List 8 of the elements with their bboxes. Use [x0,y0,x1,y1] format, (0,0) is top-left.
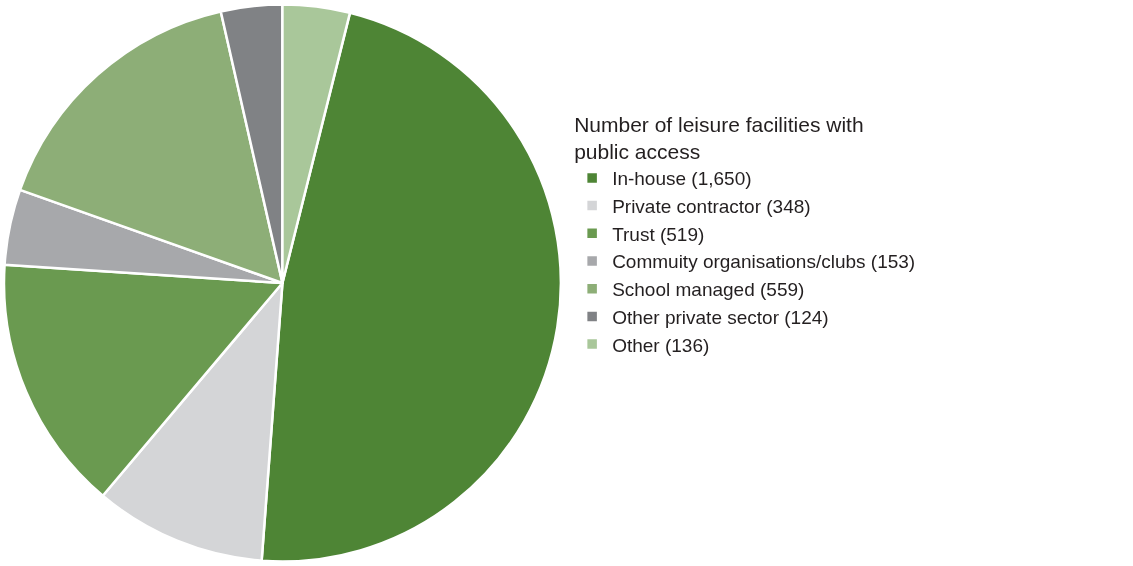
legend-label: In-house (1,650) [612,168,752,190]
legend-label: Private contractor (348) [612,196,811,217]
legend-label: Other (136) [612,334,710,356]
legend-label: School managed (559) [612,279,805,301]
legend-label: Commuity organisations/clubs (153) [612,251,916,273]
legend-label: Other private sector (124) [612,306,829,328]
legend-label: Trust (519) [612,223,705,245]
legend-title: Number of leisure facilities with public access [574,112,864,164]
